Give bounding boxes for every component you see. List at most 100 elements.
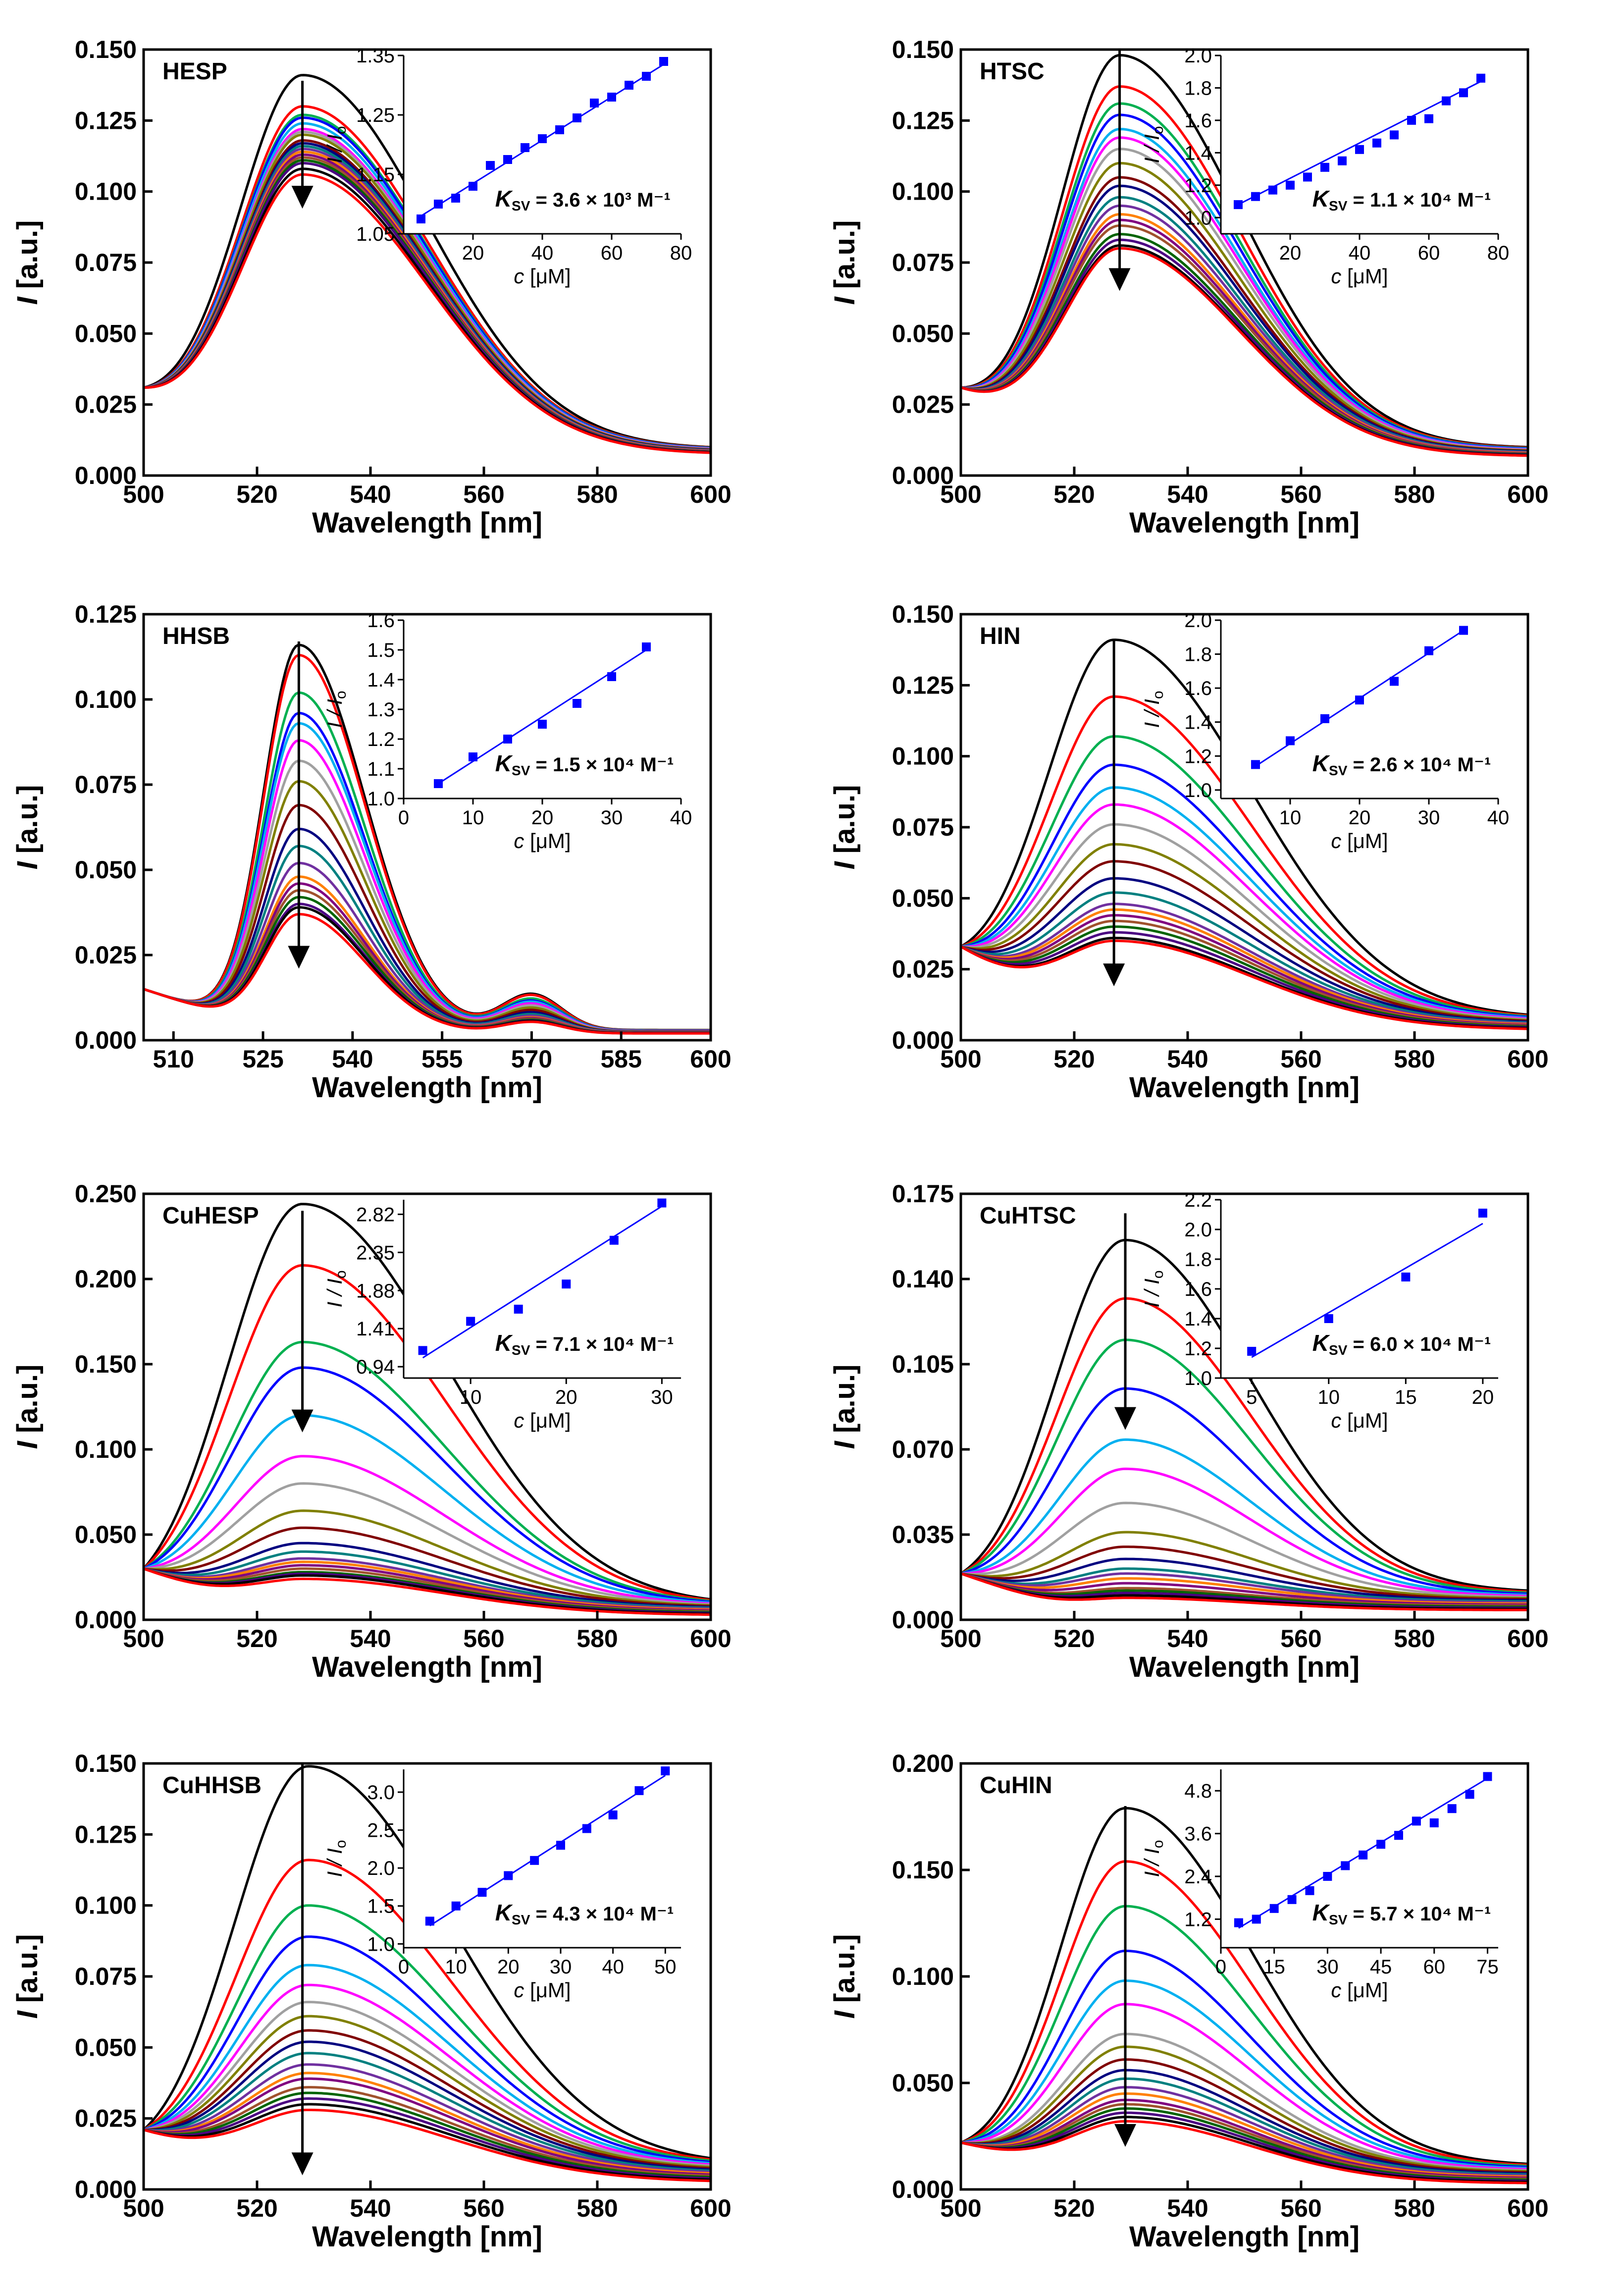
spectrum-line (144, 1366, 711, 1603)
inset-data-point (1320, 714, 1329, 723)
x-tick-label: 540 (350, 1625, 391, 1652)
y-tick-label: 0.075 (892, 813, 954, 841)
inset-x-tick-label: 75 (1476, 1956, 1499, 1978)
inset-y-subscript: o (1150, 126, 1166, 134)
inset-x-tick-label: 40 (531, 242, 554, 264)
inset-data-point (1234, 1918, 1243, 1927)
panel-htsc: 500 520 540 560 580 600 0.000 0.025 0.050 0.075 0.… (829, 36, 1549, 539)
x-tick-label: 540 (350, 2194, 391, 2222)
inset-x-tick-label: 5 (1246, 1386, 1257, 1408)
y-tick-label: 0.150 (892, 600, 954, 628)
inset-data-point (634, 1786, 644, 1795)
inset-y-tick-label: 3.0 (367, 1782, 395, 1804)
x-axis-title: Wavelength [nm] (1129, 1651, 1360, 1683)
x-tick-label: 520 (1053, 1045, 1095, 1073)
x-tick-label: 580 (1394, 2194, 1435, 2222)
inset-y-subscript: o (1150, 1270, 1166, 1278)
ksv-value: = 7.1 × 10⁴ M⁻¹ (530, 1333, 674, 1355)
x-tick-label: 500 (940, 1625, 981, 1652)
inset-data-point (1305, 1886, 1314, 1895)
spectrum-line (144, 1550, 711, 1609)
y-tick-label: 0.075 (75, 249, 137, 276)
inset: 0 10 20 30 40 1.0 1.1 1.2 1.3 1.4 1.5 1.6 c [μM] I / … (323, 610, 692, 852)
y-tick-label: 0.025 (75, 2105, 137, 2132)
panel-cuhtsc: 500 520 540 560 580 6000.0000.0350.0700.1050.… (829, 1180, 1549, 1683)
inset-y-tick-label: 1.0 (1184, 1368, 1212, 1389)
spectrum-line (961, 1467, 1528, 1597)
inset-data-point (434, 200, 443, 209)
spectrum-line (961, 1531, 1528, 1599)
spectrum-line (144, 1526, 711, 1607)
spectra-series (144, 74, 711, 454)
x-tick-label: 520 (1053, 1625, 1095, 1652)
spectrum-line (961, 2045, 1528, 2173)
inset-x-symbol: c (1331, 829, 1341, 852)
inset-y-tick-label: 4.8 (1184, 1780, 1212, 1802)
y-axis-symbol: I (11, 860, 44, 869)
y-tick-label: 0.140 (892, 1265, 954, 1293)
ksv-subscript: SV (512, 1912, 530, 1927)
quench-arrow-head (291, 2152, 314, 2176)
inset-x-tick-label: 0 (398, 1956, 409, 1978)
ksv-symbol: K (495, 750, 513, 776)
quench-arrow-head (1114, 1407, 1137, 1430)
inset-data-point (1483, 1772, 1492, 1781)
y-tick-label: 0.050 (892, 319, 954, 347)
inset-x-unit: [μM] (524, 1409, 571, 1432)
inset-y-tick-label: 1.0 (1184, 780, 1212, 801)
inset-x-tick-label: 20 (462, 242, 484, 264)
inset-y-tick-label: 1.4 (1184, 712, 1212, 734)
x-axis-title: Wavelength [nm] (312, 2221, 542, 2253)
y-axis-title: I [a.u.] (11, 1934, 44, 2019)
y-axis-unit: [a.u.] (11, 1365, 44, 1441)
inset: 0 10 20 30 40 50 1.0 1.5 2.0 2.5 3.0 c [μM] I / Io KS… (323, 1766, 681, 2002)
inset-data-point (573, 113, 581, 122)
inset-data-point (425, 1916, 434, 1926)
inset-data-point (514, 1304, 523, 1314)
y-tick-label: 0.175 (892, 1180, 954, 1208)
y-tick-label: 0.100 (75, 1436, 137, 1463)
ksv-annotation: KSV = 4.3 × 10⁴ M⁻¹ (495, 1900, 674, 1927)
inset-y-subscript: o (333, 126, 349, 134)
spectrum-line (961, 877, 1528, 1023)
inset-y-tick-label: 1.0 (367, 788, 395, 810)
y-axis-symbol: I (829, 860, 861, 869)
inset-y-subscript: o (1150, 691, 1166, 699)
ksv-value: = 5.7 × 10⁴ M⁻¹ (1347, 1903, 1491, 1925)
inset-x-tick-label: 20 (1349, 807, 1371, 829)
inset-fit-line (422, 1205, 663, 1359)
inset-data-point (1251, 760, 1260, 769)
spectrum-line (961, 247, 1528, 457)
inset-x-tick-label: 60 (1423, 1956, 1446, 1978)
inset-y-tick-label: 0.94 (356, 1356, 395, 1378)
y-tick-label: 0.150 (892, 36, 954, 63)
panel-cuhesp: 500 520 540 560 580 600 0.000 0.050 0.100 0.150 0.… (11, 1180, 732, 1683)
spectrum-line (961, 2092, 1528, 2178)
y-tick-label: 0.050 (892, 884, 954, 912)
y-axis-unit: [a.u.] (829, 220, 861, 297)
inset-data-point (607, 672, 616, 681)
inset-data-point (1478, 1209, 1487, 1218)
inset-x-unit: [μM] (524, 1978, 571, 2002)
inset-x-tick-label: 20 (1279, 242, 1302, 264)
x-tick-label: 580 (576, 1625, 618, 1652)
inset-x-tick-label: 10 (462, 807, 484, 829)
inset-y-tick-label: 2.0 (367, 1858, 395, 1879)
inset-data-point (1390, 677, 1399, 686)
inset-data-point (659, 57, 668, 66)
y-axis-symbol: I (829, 2010, 861, 2019)
ksv-symbol: K (495, 186, 513, 212)
inset-x-tick-label: 80 (670, 242, 692, 264)
inset-data-point (1268, 185, 1277, 195)
inset-y-symbol: I / I (323, 1848, 346, 1877)
quench-arrow-head (1114, 2124, 1137, 2147)
inset-data-point (1372, 138, 1381, 148)
inset-y-tick-label: 1.41 (356, 1318, 395, 1340)
spectrum-line (961, 1297, 1528, 1593)
y-tick-label: 0.100 (892, 743, 954, 770)
y-tick-label: 0.125 (892, 106, 954, 134)
inset-y-tick-label: 1.4 (1184, 142, 1212, 164)
x-tick-label: 560 (1280, 1045, 1321, 1073)
inset-data-point (642, 72, 651, 81)
ksv-annotation: KSV = 1.1 × 10⁴ M⁻¹ (1312, 186, 1491, 213)
